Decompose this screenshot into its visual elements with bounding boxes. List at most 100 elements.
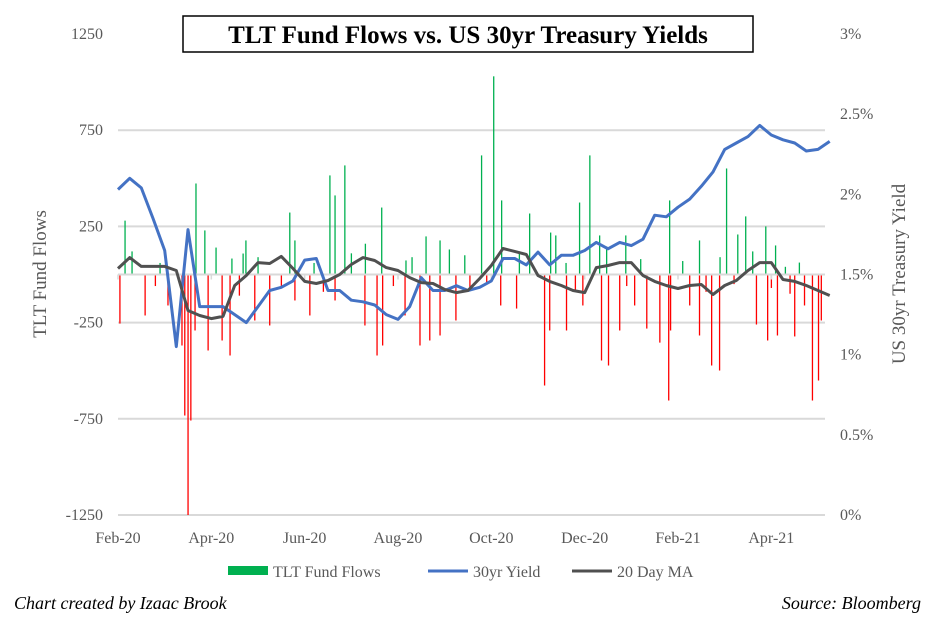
flow-bar xyxy=(242,253,244,275)
x-tick-label: Oct-20 xyxy=(469,530,513,547)
right-tick-label: 2% xyxy=(840,186,861,203)
flow-bar xyxy=(626,274,628,287)
flow-bar xyxy=(469,274,471,291)
left-axis-label: TLT Fund Flows xyxy=(30,210,51,338)
flow-bar xyxy=(464,255,466,275)
flow-bar xyxy=(811,274,814,401)
right-axis-label: US 30yr Treasury Yield xyxy=(889,183,910,364)
left-tick-label: 1250 xyxy=(71,26,103,43)
right-tick-label: 1% xyxy=(840,347,861,364)
flow-bar xyxy=(190,274,192,421)
flow-bar xyxy=(376,274,378,356)
chart-title: TLT Fund Flows vs. US 30yr Treasury Yiel… xyxy=(228,22,708,49)
flow-bar xyxy=(238,274,241,296)
flow-bar xyxy=(404,274,406,316)
flow-bar xyxy=(184,274,186,416)
x-tick-label: Feb-20 xyxy=(95,530,140,547)
flow-bar xyxy=(565,262,567,275)
flow-bar xyxy=(131,251,133,275)
chart-credit: Chart created by Izaac Brook xyxy=(14,593,228,613)
flow-bar xyxy=(543,274,546,386)
flow-bar xyxy=(789,274,791,294)
flow-bar xyxy=(364,274,366,326)
flow-bar xyxy=(607,274,610,366)
flow-bar xyxy=(187,274,189,515)
flow-bar xyxy=(195,183,197,275)
flow-bar xyxy=(640,259,642,275)
flow-bar xyxy=(574,274,577,290)
flow-bar xyxy=(817,274,820,381)
flow-bar xyxy=(718,274,721,371)
flow-bar xyxy=(784,266,787,275)
right-tick-label: 0% xyxy=(840,507,861,524)
flow-bar xyxy=(501,200,503,275)
flow-bar xyxy=(725,168,728,275)
flow-bar xyxy=(599,235,601,275)
flow-bar xyxy=(294,240,296,275)
flow-bar xyxy=(334,274,336,301)
flow-bar xyxy=(589,155,591,275)
flow-bar xyxy=(770,274,773,288)
flow-bar xyxy=(405,260,407,275)
x-tick-label: Feb-21 xyxy=(655,530,700,547)
flow-bar xyxy=(669,200,671,275)
x-tick-label: Jun-20 xyxy=(283,530,327,547)
flow-bar xyxy=(269,274,271,326)
flow-bar xyxy=(803,274,806,306)
flow-bar xyxy=(529,213,531,275)
flow-bar xyxy=(411,257,413,275)
flow-bar xyxy=(425,236,427,275)
flow-bar xyxy=(767,274,769,341)
flow-bar xyxy=(737,234,739,275)
flow-bar xyxy=(668,274,670,401)
flow-bar xyxy=(820,274,822,321)
left-tick-label: 750 xyxy=(79,122,103,139)
flow-bar xyxy=(733,274,735,285)
x-tick-label: Dec-20 xyxy=(561,530,608,547)
flow-bar xyxy=(207,274,209,351)
flow-bar xyxy=(689,274,691,306)
legend-label-yield: 30yr Yield xyxy=(473,564,540,581)
flow-bar xyxy=(229,274,231,356)
left-tick-label: -1250 xyxy=(66,507,103,524)
left-tick-label: -750 xyxy=(74,411,103,428)
legend-label-ma: 20 Day MA xyxy=(617,564,694,581)
legend-label-flows: TLT Fund Flows xyxy=(273,564,381,581)
chart-source: Source: Bloomberg xyxy=(782,593,921,613)
flow-bars xyxy=(119,76,822,515)
flow-bar xyxy=(119,274,121,324)
flow-bar xyxy=(798,262,801,275)
flow-bar xyxy=(439,274,441,336)
flow-bar xyxy=(705,274,707,292)
flow-bar xyxy=(698,274,701,336)
flow-bar xyxy=(381,207,383,275)
flow-bar xyxy=(711,274,713,366)
flow-bar xyxy=(719,257,721,275)
yield-line xyxy=(116,123,831,349)
flow-bar xyxy=(181,274,183,346)
flow-bar xyxy=(606,246,608,275)
right-tick-label: 2.5% xyxy=(840,106,873,123)
flow-bar xyxy=(154,274,157,287)
flow-bar xyxy=(752,251,754,275)
flow-bar xyxy=(289,212,291,275)
flow-bar xyxy=(124,220,126,275)
flow-bar xyxy=(582,274,584,306)
flow-bar xyxy=(455,274,457,321)
flow-bar xyxy=(144,274,146,316)
flow-bar xyxy=(334,195,336,275)
flow-bar xyxy=(486,274,488,283)
flow-bar xyxy=(448,249,451,275)
flow-bar xyxy=(419,274,421,346)
flow-bar xyxy=(619,274,621,331)
right-tick-label: 3% xyxy=(840,26,861,43)
x-tick-label: Apr-21 xyxy=(748,530,794,547)
flow-bar xyxy=(578,202,581,275)
legend-swatch-flows xyxy=(228,566,268,575)
flow-bar xyxy=(698,240,701,275)
flow-bar xyxy=(313,262,315,275)
flow-bar xyxy=(515,274,518,309)
flow-bar xyxy=(555,235,557,275)
left-tick-label: -250 xyxy=(74,315,103,332)
